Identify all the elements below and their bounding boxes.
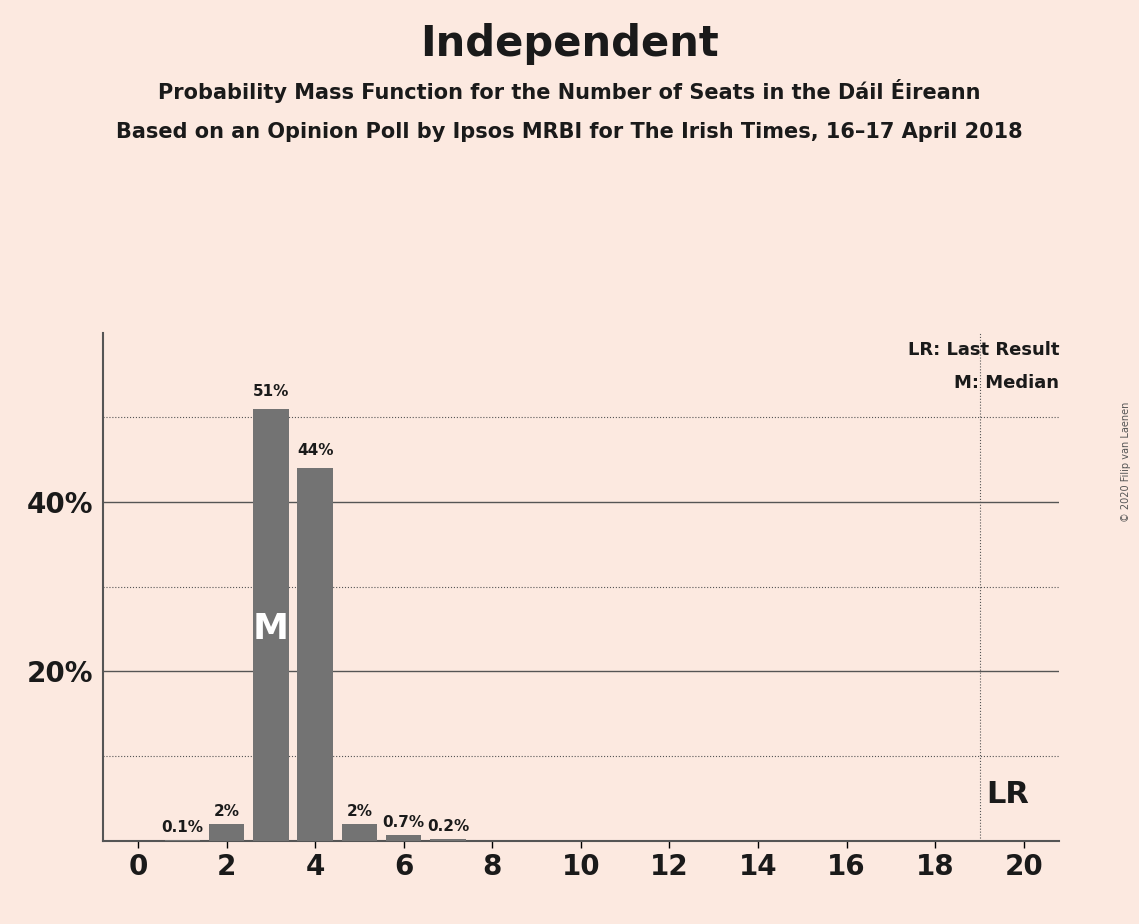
Bar (386, 835, 421, 841)
Bar (208, 824, 244, 841)
Bar (253, 408, 288, 841)
Text: M: Median: M: Median (954, 374, 1059, 393)
Bar (342, 824, 377, 841)
Text: LR: Last Result: LR: Last Result (908, 341, 1059, 359)
Text: 2%: 2% (213, 804, 239, 819)
Text: LR: LR (986, 780, 1029, 808)
Text: M: M (253, 612, 289, 646)
Bar (297, 468, 333, 841)
Text: Independent: Independent (420, 23, 719, 65)
Text: 2%: 2% (346, 804, 372, 819)
Text: Probability Mass Function for the Number of Seats in the Dáil Éireann: Probability Mass Function for the Number… (158, 79, 981, 103)
Text: © 2020 Filip van Laenen: © 2020 Filip van Laenen (1121, 402, 1131, 522)
Text: 0.1%: 0.1% (162, 820, 203, 835)
Text: 51%: 51% (253, 383, 289, 398)
Text: 44%: 44% (297, 443, 334, 458)
Text: 0.7%: 0.7% (383, 815, 425, 830)
Bar (431, 839, 466, 841)
Text: Based on an Opinion Poll by Ipsos MRBI for The Irish Times, 16–17 April 2018: Based on an Opinion Poll by Ipsos MRBI f… (116, 122, 1023, 142)
Text: 0.2%: 0.2% (427, 819, 469, 834)
